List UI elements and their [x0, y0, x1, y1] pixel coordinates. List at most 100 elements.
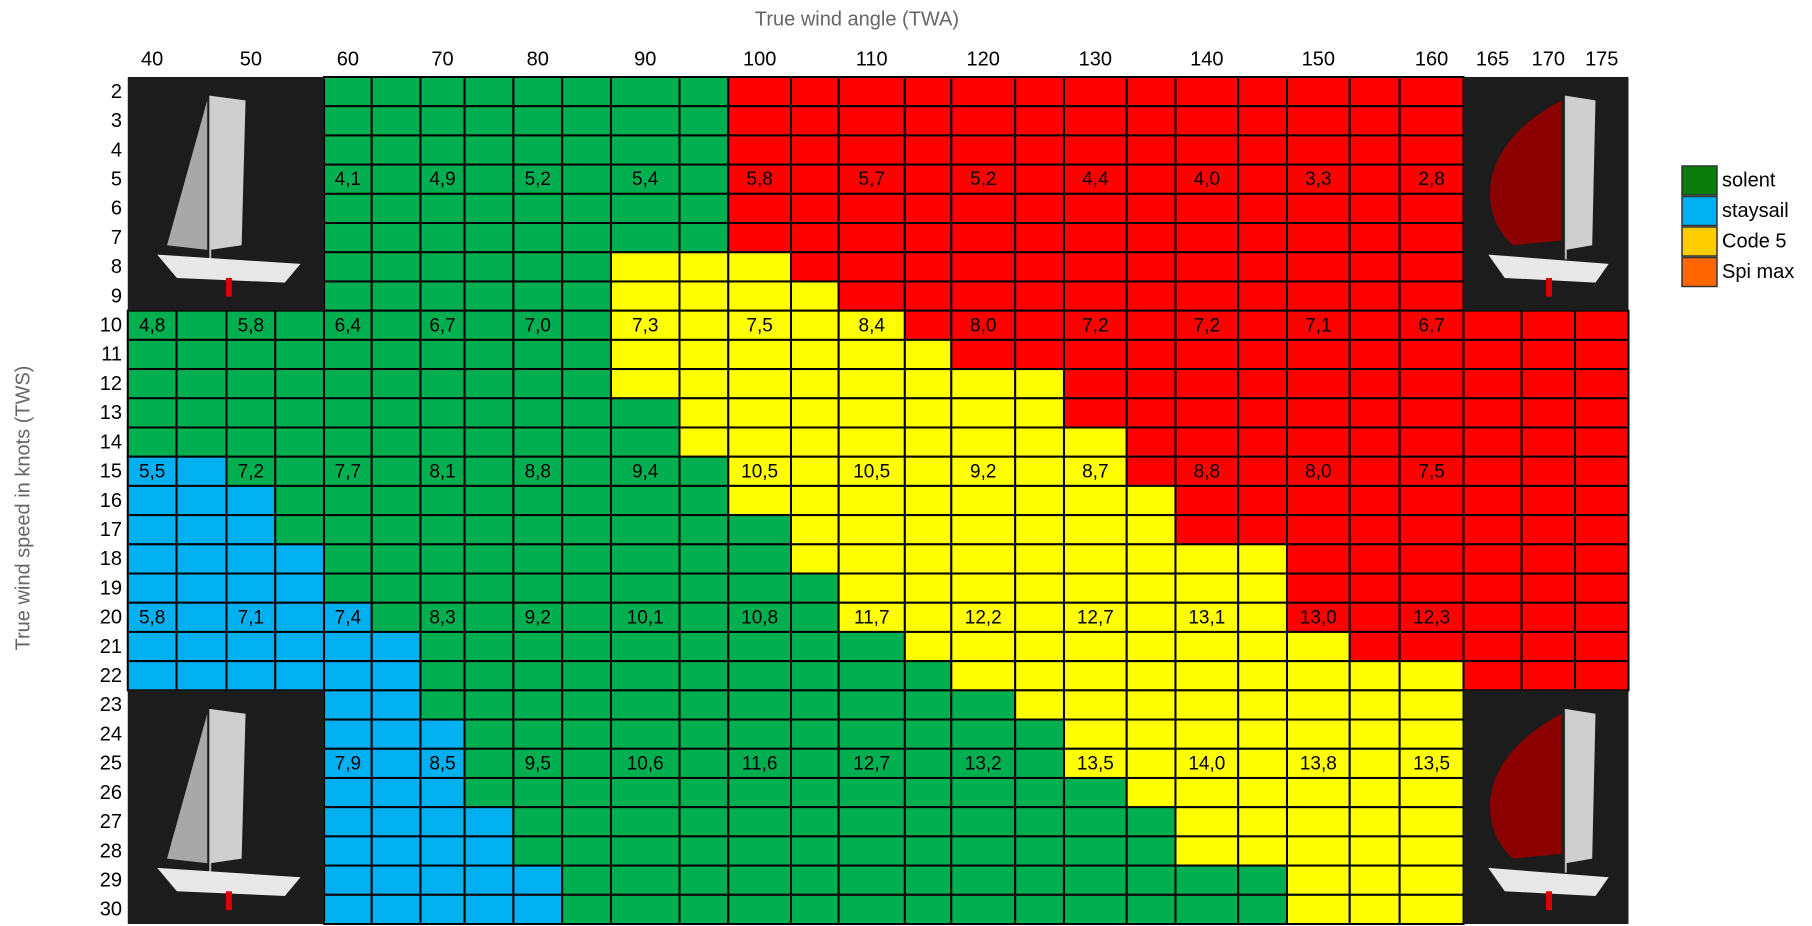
cell — [678, 601, 730, 633]
cell — [561, 76, 612, 108]
cell — [1574, 426, 1630, 458]
cell — [126, 484, 178, 517]
cell — [561, 397, 612, 429]
cell — [1237, 222, 1288, 254]
cell — [370, 660, 422, 692]
cell — [323, 397, 373, 429]
cell — [1398, 280, 1465, 312]
cell — [1125, 280, 1177, 312]
y-tick-label: 24 — [100, 723, 122, 745]
cell — [1174, 893, 1240, 925]
cell — [1348, 192, 1401, 225]
cell — [175, 660, 228, 692]
cell — [1062, 806, 1128, 838]
cell — [609, 368, 681, 400]
cell — [1285, 455, 1351, 487]
cell — [1398, 543, 1465, 575]
cell — [1125, 368, 1177, 400]
cell — [419, 864, 466, 896]
speed-label: 9,2 — [970, 461, 996, 482]
cell — [950, 76, 1017, 108]
cell — [903, 514, 953, 546]
cell — [225, 543, 277, 575]
speed-label: 8,3 — [429, 607, 455, 628]
cell — [1398, 718, 1465, 750]
cell — [370, 163, 422, 195]
cell — [419, 514, 466, 546]
cell — [1348, 689, 1401, 721]
cell — [1237, 455, 1288, 487]
cell — [463, 835, 515, 867]
cell — [419, 397, 466, 429]
cell — [678, 222, 730, 254]
cell — [1285, 426, 1351, 458]
cell — [225, 572, 277, 604]
cell — [903, 222, 953, 254]
cell — [512, 893, 564, 925]
cell — [1125, 134, 1177, 166]
cell — [1574, 338, 1630, 371]
hull — [157, 254, 301, 283]
cell — [837, 689, 906, 721]
cell — [1125, 192, 1177, 225]
cell — [678, 426, 730, 458]
cell — [512, 222, 564, 254]
cell — [1462, 484, 1523, 517]
cell — [1285, 76, 1351, 108]
speed-label: 5,7 — [859, 169, 885, 190]
cell — [561, 543, 612, 575]
cell — [1520, 660, 1577, 692]
cell — [1125, 309, 1177, 341]
cell — [1062, 718, 1128, 750]
cell — [1174, 806, 1240, 838]
cell — [1574, 514, 1630, 546]
cell — [323, 280, 373, 312]
cell — [1062, 76, 1128, 108]
cell — [1462, 455, 1523, 487]
cell — [790, 251, 840, 283]
cell — [678, 864, 730, 896]
x-tick-label: 175 — [1585, 48, 1618, 70]
speed-label: 10,5 — [741, 461, 778, 482]
cell — [274, 426, 326, 458]
cell — [950, 689, 1017, 721]
speed-label: 7,3 — [632, 315, 658, 336]
cell — [274, 397, 326, 429]
cell — [1014, 718, 1065, 750]
cell — [837, 543, 906, 575]
cell — [837, 514, 906, 546]
cell — [1574, 455, 1630, 487]
cell — [1174, 601, 1240, 633]
cell — [1237, 251, 1288, 283]
cell — [561, 192, 612, 225]
legend-swatch — [1681, 256, 1718, 288]
cell — [790, 660, 840, 692]
cell — [1125, 426, 1177, 458]
cell — [1014, 543, 1065, 575]
cell — [727, 76, 793, 108]
cell — [1462, 630, 1523, 663]
cell — [1237, 105, 1288, 137]
mainsail — [210, 709, 246, 864]
cell — [561, 776, 612, 809]
cell — [1174, 280, 1240, 312]
speed-label: 4,1 — [335, 169, 361, 190]
speed-label: 7,2 — [238, 461, 264, 482]
cell — [837, 134, 906, 166]
cell — [727, 222, 793, 254]
cell — [678, 484, 730, 517]
cell — [790, 222, 840, 254]
cell — [1574, 543, 1630, 575]
cell — [1398, 864, 1465, 896]
x-tick-label: 170 — [1532, 48, 1565, 70]
cell — [1285, 835, 1351, 867]
cell — [1014, 806, 1065, 838]
cell — [1348, 835, 1401, 867]
cell — [1285, 163, 1351, 195]
cell — [1237, 163, 1288, 195]
cell — [1014, 222, 1065, 254]
y-tick-label: 30 — [100, 899, 122, 921]
cell — [903, 397, 953, 429]
cell — [727, 397, 793, 429]
cell — [950, 806, 1017, 838]
